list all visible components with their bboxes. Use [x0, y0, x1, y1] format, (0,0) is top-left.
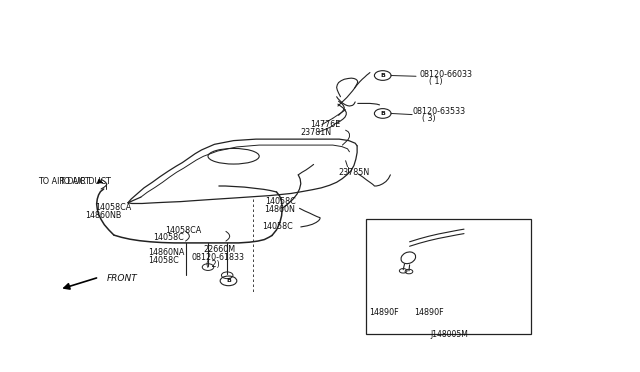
Text: 14860NB: 14860NB [85, 211, 122, 220]
Text: 23785N: 23785N [338, 169, 369, 177]
Text: 08120-61833: 08120-61833 [192, 253, 245, 262]
Text: ( 1): ( 1) [429, 77, 442, 86]
Text: ( 2): ( 2) [206, 260, 220, 269]
Text: J148005M: J148005M [430, 330, 468, 339]
Text: TO AIR DUCT: TO AIR DUCT [60, 177, 111, 186]
Text: 14058C: 14058C [154, 233, 184, 242]
Text: 14860NA: 14860NA [148, 248, 185, 257]
Text: 08120-66033: 08120-66033 [419, 70, 472, 79]
Text: 22660M: 22660M [204, 246, 236, 254]
Text: 14058C: 14058C [148, 256, 179, 265]
Text: B: B [380, 73, 385, 78]
Text: 23781N: 23781N [301, 128, 332, 137]
Text: 14058C: 14058C [262, 222, 293, 231]
Text: TO AIR DUCT: TO AIR DUCT [38, 177, 90, 186]
Text: 14890F: 14890F [414, 308, 444, 317]
Text: 14058CA: 14058CA [165, 226, 202, 235]
Text: 14890F: 14890F [369, 308, 399, 317]
Text: ( 3): ( 3) [422, 114, 436, 123]
Text: 14058C: 14058C [266, 197, 296, 206]
Bar [366, 219, 531, 334]
Text: B: B [380, 111, 385, 116]
Text: 14860N: 14860N [264, 205, 295, 214]
Text: FRONT: FRONT [107, 274, 138, 283]
Text: 14776E: 14776E [310, 120, 340, 129]
Text: 14058CA: 14058CA [95, 203, 131, 212]
Text: B: B [226, 278, 231, 283]
Text: 08120-63533: 08120-63533 [413, 107, 466, 116]
